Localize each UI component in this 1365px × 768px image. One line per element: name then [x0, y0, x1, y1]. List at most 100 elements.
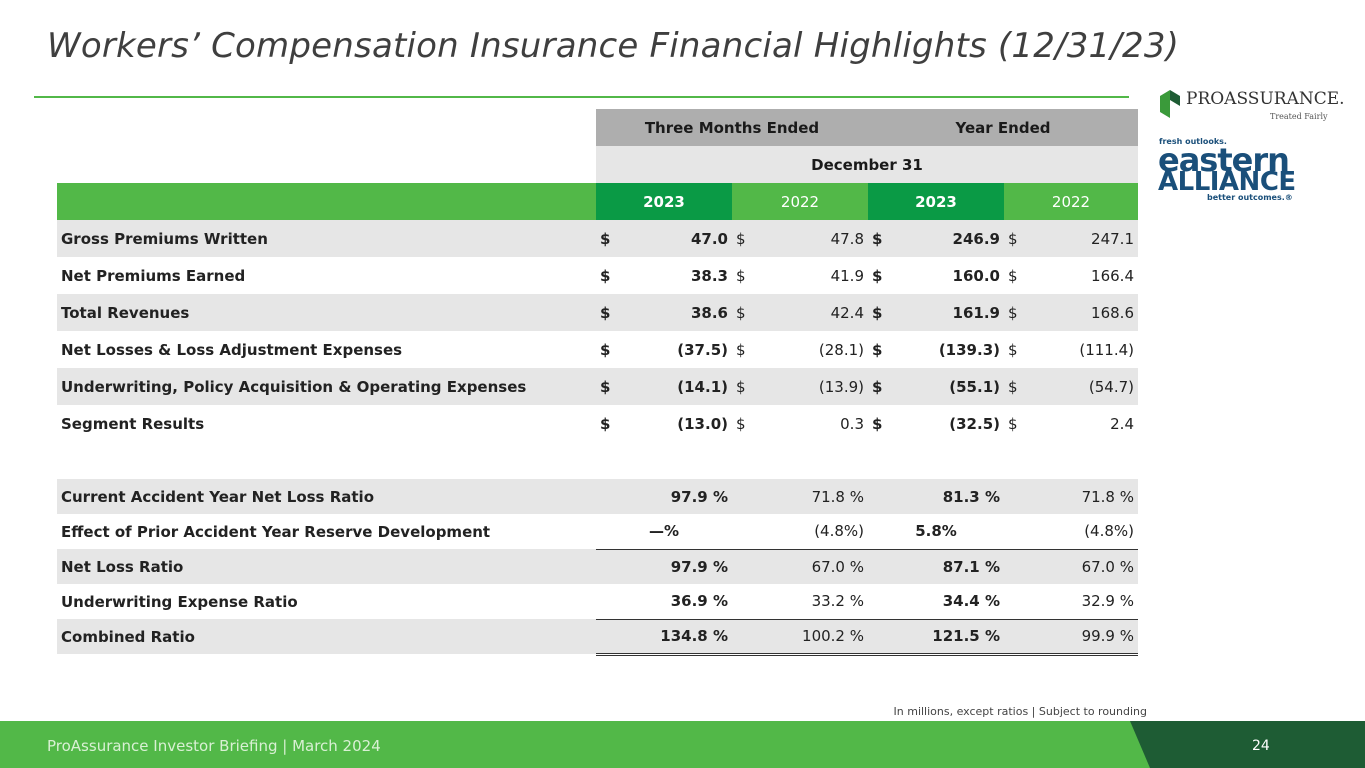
- ratio-cell: 97.9 %: [596, 548, 732, 584]
- row-label: Current Accident Year Net Loss Ratio: [57, 479, 596, 514]
- currency-symbol: $: [1004, 294, 1024, 331]
- ratio-cell: 121.5 %: [868, 618, 1004, 656]
- footer-accent: [1130, 721, 1365, 768]
- value-cell: 160.0: [952, 266, 1000, 285]
- currency-symbol: $: [732, 220, 752, 257]
- proassurance-logo: PROASSURANCE. Treated Fairly: [1158, 86, 1345, 126]
- table-row: Total Revenues $ 38.6 $ 42.4 $ 161.9 $ 1…: [57, 294, 1138, 331]
- currency-symbol: $: [872, 266, 883, 285]
- currency-symbol: $: [1008, 414, 1018, 433]
- ratio-row: Current Accident Year Net Loss Ratio 97.…: [57, 479, 1138, 514]
- proassurance-wordmark: PROASSURANCE.: [1186, 89, 1345, 109]
- ratio-row: Combined Ratio 134.8 % 100.2 % 121.5 % 9…: [57, 618, 1138, 656]
- ratio-cell: 67.0 %: [1004, 548, 1138, 584]
- header-year-ended: Year Ended: [868, 109, 1138, 146]
- value-cell: (37.5): [677, 340, 728, 359]
- currency-symbol: $: [872, 340, 883, 359]
- ratio-cell: —%: [648, 522, 680, 541]
- ratio-cell: 34.4 %: [942, 592, 1000, 611]
- ratio-cell: (4.8%): [814, 522, 864, 541]
- ratio-cell: 32.9 %: [1081, 592, 1134, 611]
- table-row: Segment Results $ (13.0) $ 0.3 $ (32.5) …: [57, 405, 1138, 442]
- value-cell: 47.8: [752, 220, 868, 257]
- eastern-alliance-logo: fresh outlooks. eastern ALLIANCE better …: [1158, 137, 1338, 207]
- ratio-cell: 71.8 %: [1004, 479, 1138, 514]
- year-header: 2023: [868, 183, 1004, 220]
- ratio-row: Effect of Prior Accident Year Reserve De…: [57, 514, 1138, 549]
- ea-wordmark-eastern: eastern: [1158, 141, 1290, 179]
- value-cell: (28.1): [818, 340, 864, 359]
- row-label: Combined Ratio: [57, 619, 596, 654]
- footer-text: ProAssurance Investor Briefing | March 2…: [47, 737, 381, 755]
- currency-symbol: $: [868, 368, 888, 405]
- row-label: Effect of Prior Accident Year Reserve De…: [61, 522, 491, 541]
- ratio-cell: 134.8 %: [596, 618, 732, 656]
- ratio-cell: 5.8%: [915, 522, 957, 541]
- ratio-row: Net Loss Ratio 97.9 % 67.0 % 87.1 % 67.0…: [57, 548, 1138, 584]
- currency-symbol: $: [600, 266, 611, 285]
- value-cell: 38.6: [616, 294, 732, 331]
- ratio-cell: 71.8 %: [732, 479, 868, 514]
- currency-symbol: $: [1008, 266, 1018, 285]
- currency-symbol: $: [596, 368, 616, 405]
- value-cell: (111.4): [1079, 340, 1134, 359]
- row-label: Total Revenues: [57, 294, 596, 331]
- currency-symbol: $: [600, 340, 611, 359]
- row-label: Underwriting Expense Ratio: [61, 592, 298, 611]
- title-divider: [34, 96, 1129, 98]
- currency-symbol: $: [1004, 220, 1024, 257]
- ea-wordmark-alliance: ALLIANCE: [1158, 167, 1296, 197]
- currency-symbol: $: [600, 414, 611, 433]
- header-row-date: December 31: [57, 146, 1138, 183]
- value-cell: 42.4: [752, 294, 868, 331]
- ratio-cell: 97.9 %: [596, 479, 732, 514]
- value-cell: 246.9: [888, 220, 1004, 257]
- proassurance-mark-icon: [1160, 90, 1180, 118]
- row-label: Net Losses & Loss Adjustment Expenses: [61, 340, 403, 359]
- value-cell: (32.5): [949, 414, 1000, 433]
- currency-symbol: $: [868, 294, 888, 331]
- currency-symbol: $: [736, 414, 746, 433]
- header-december-31: December 31: [596, 146, 1138, 183]
- value-cell: (55.1): [888, 368, 1004, 405]
- ea-bottom-tagline: better outcomes.®: [1207, 193, 1293, 202]
- table-row: Net Losses & Loss Adjustment Expenses $ …: [57, 331, 1138, 368]
- year-header: 2022: [732, 183, 868, 220]
- value-cell: (13.0): [677, 414, 728, 433]
- year-header: 2022: [1004, 183, 1138, 220]
- ratio-cell: 87.1 %: [868, 548, 1004, 584]
- value-cell: 0.3: [840, 414, 864, 433]
- currency-symbol: $: [1004, 368, 1024, 405]
- value-cell: (54.7): [1024, 368, 1138, 405]
- value-cell: (14.1): [616, 368, 732, 405]
- value-cell: (13.9): [752, 368, 868, 405]
- year-header: 2023: [596, 183, 732, 220]
- currency-symbol: $: [732, 368, 752, 405]
- header-row-years: 2023 2022 2023 2022: [57, 183, 1138, 220]
- ratio-cell: (4.8%): [1084, 522, 1134, 541]
- value-cell: 168.6: [1024, 294, 1138, 331]
- ratio-cell: 36.9 %: [670, 592, 728, 611]
- footnote: In millions, except ratios | Subject to …: [893, 705, 1147, 718]
- ratio-cell: 33.2 %: [811, 592, 864, 611]
- currency-symbol: $: [596, 294, 616, 331]
- table-row: Net Premiums Earned $ 38.3 $ 41.9 $ 160.…: [57, 257, 1138, 294]
- value-cell: 41.9: [830, 266, 864, 285]
- financial-highlights-table: Three Months Ended Year Ended December 3…: [57, 109, 1138, 656]
- ratio-cell: 99.9 %: [1004, 618, 1138, 656]
- value-cell: 47.0: [616, 220, 732, 257]
- value-cell: (139.3): [938, 340, 1000, 359]
- header-row-period: Three Months Ended Year Ended: [57, 109, 1138, 146]
- ratio-cell: 67.0 %: [732, 548, 868, 584]
- row-label: Gross Premiums Written: [57, 220, 596, 257]
- ea-top-tagline: fresh outlooks.: [1159, 137, 1227, 146]
- page-title: Workers’ Compensation Insurance Financia…: [47, 26, 1180, 66]
- currency-symbol: $: [872, 414, 883, 433]
- spacer-row: [57, 442, 1138, 479]
- table-row: Underwriting, Policy Acquisition & Opera…: [57, 368, 1138, 405]
- header-three-months: Three Months Ended: [596, 109, 868, 146]
- table-row: Gross Premiums Written $ 47.0 $ 47.8 $ 2…: [57, 220, 1138, 257]
- ratio-cell: 81.3 %: [868, 479, 1004, 514]
- value-cell: 38.3: [690, 266, 728, 285]
- row-label: Underwriting, Policy Acquisition & Opera…: [57, 368, 596, 405]
